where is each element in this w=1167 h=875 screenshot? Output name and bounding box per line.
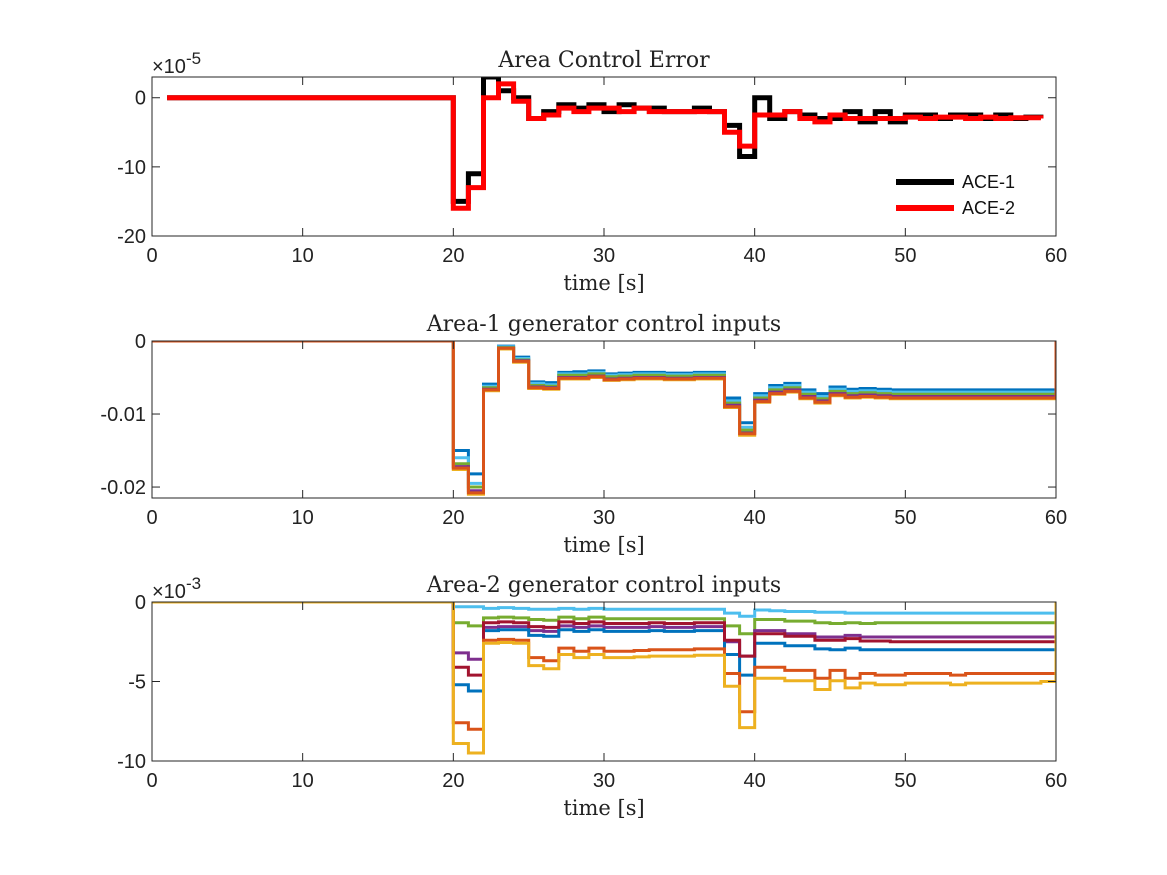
chart-1-xtick-label: 40: [744, 245, 766, 267]
chart-2-axes-box: [151, 340, 1057, 499]
chart-2: 0 10 20 30 40 50 60 -0.02 -0.01 0 Area-1 generator…: [100, 312, 1067, 557]
chart-1-ytick-label: -10: [117, 157, 146, 179]
chart-3-ytick-label: 0: [135, 592, 146, 614]
chart-1-xtick-label: 0: [146, 245, 157, 267]
chart-1-series-2-line: [167, 81, 1044, 211]
chart-2-xtick-label: 50: [894, 507, 916, 529]
chart-3-xtick-label: 60: [1045, 770, 1067, 792]
chart-1-legend: ACE-1 ACE-2: [896, 172, 1015, 218]
chart-2-xtick-label: 0: [146, 507, 157, 529]
chart-2-series-2-line: [152, 341, 1056, 485]
chart-2-series-3-line: [152, 341, 1056, 489]
chart-3-series-7-line: [152, 602, 1056, 755]
chart-3-series-5-line: [152, 602, 1056, 677]
chart-3-xlabel: time [s]: [563, 796, 644, 820]
chart-1-y-exponent: ×10-5: [152, 49, 201, 78]
chart-2-series-6-line: [152, 341, 1056, 495]
chart-1-xtick-label: 60: [1045, 245, 1067, 267]
chart-2-ytick-label: 0: [135, 331, 146, 353]
chart-1-ytick-label: 0: [135, 88, 146, 110]
chart-3-y-exponent-power: -3: [186, 574, 201, 593]
chart-2-xtick-label: 20: [442, 507, 464, 529]
chart-1-axes-box: [151, 76, 1057, 237]
chart-1-xtick-label: 50: [894, 245, 916, 267]
chart-3-y-exponent: ×10-3: [152, 574, 201, 603]
chart-3-ytick-label: -10: [117, 751, 146, 773]
chart-1-legend-label: ACE-1: [962, 172, 1015, 192]
chart-2-series-4-line: [152, 341, 1056, 493]
chart-3-xtick-label: 0: [146, 770, 157, 792]
chart-3-title: Area-2 generator control inputs: [426, 573, 781, 598]
chart-1-xlabel: time [s]: [563, 271, 644, 295]
chart-2-xtick-label: 10: [292, 507, 314, 529]
chart-2-series-5-line: [152, 341, 1056, 496]
chart-2-title: Area-1 generator control inputs: [426, 312, 781, 337]
chart-3-xtick-label: 40: [744, 770, 766, 792]
chart-2-xlabel: time [s]: [563, 533, 644, 557]
chart-1-y-exponent-power: -5: [186, 49, 201, 68]
chart-3-xtick-label: 30: [593, 770, 615, 792]
chart-3-xtick-label: 50: [894, 770, 916, 792]
chart-1-xtick-label: 20: [442, 245, 464, 267]
chart-3-series-1-line: [152, 602, 1056, 618]
chart-2-xtick-label: 60: [1045, 507, 1067, 529]
chart-2-series-1-line: [152, 341, 1056, 476]
chart-1-title: Area Control Error: [497, 48, 710, 73]
chart-3-xtick-label: 10: [292, 770, 314, 792]
chart-3-series-4-line: [152, 602, 1056, 693]
chart-2-ytick-label: -0.01: [100, 404, 146, 426]
chart-2-xtick-label: 30: [593, 507, 615, 529]
chart-1-ytick-label: -20: [117, 226, 146, 248]
chart-3: 0 10 20 30 40 50 60 -10 -5 0 ×10-3 Area-2 generator…: [117, 573, 1067, 820]
chart-1-xtick-label: 30: [593, 245, 615, 267]
chart-2-ytick-label: -0.02: [100, 477, 146, 499]
chart-2-xtick-label: 40: [744, 507, 766, 529]
chart-3-ytick-label: -5: [128, 672, 146, 694]
chart-1: 0 10 20 30 40 50 60 -20 -10 0 ×10-5 Area Control Er…: [117, 48, 1067, 295]
chart-3-xtick-label: 20: [442, 770, 464, 792]
chart-1-xtick-label: 10: [292, 245, 314, 267]
chart-1-legend-label: ACE-2: [962, 198, 1015, 218]
